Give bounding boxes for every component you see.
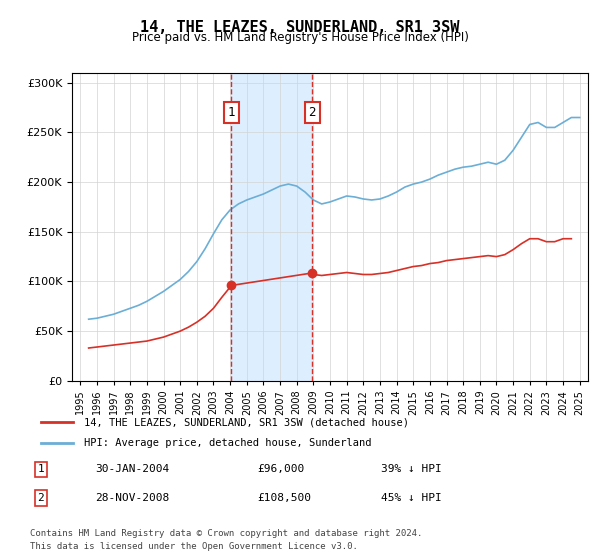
Text: 14, THE LEAZES, SUNDERLAND, SR1 3SW (detached house): 14, THE LEAZES, SUNDERLAND, SR1 3SW (det…	[84, 417, 409, 427]
Text: 1: 1	[37, 464, 44, 474]
Text: 14, THE LEAZES, SUNDERLAND, SR1 3SW: 14, THE LEAZES, SUNDERLAND, SR1 3SW	[140, 20, 460, 35]
Text: This data is licensed under the Open Government Licence v3.0.: This data is licensed under the Open Gov…	[30, 542, 358, 550]
Text: 28-NOV-2008: 28-NOV-2008	[95, 493, 169, 503]
Text: £96,000: £96,000	[257, 464, 304, 474]
Text: 2: 2	[37, 493, 44, 503]
Text: Contains HM Land Registry data © Crown copyright and database right 2024.: Contains HM Land Registry data © Crown c…	[30, 529, 422, 538]
Text: 2: 2	[308, 106, 316, 119]
Text: Price paid vs. HM Land Registry's House Price Index (HPI): Price paid vs. HM Land Registry's House …	[131, 31, 469, 44]
Text: 39% ↓ HPI: 39% ↓ HPI	[381, 464, 442, 474]
Text: 45% ↓ HPI: 45% ↓ HPI	[381, 493, 442, 503]
Text: £108,500: £108,500	[257, 493, 311, 503]
Text: 1: 1	[228, 106, 235, 119]
Text: 30-JAN-2004: 30-JAN-2004	[95, 464, 169, 474]
Bar	[232, 73, 312, 381]
Text: HPI: Average price, detached house, Sunderland: HPI: Average price, detached house, Sund…	[84, 438, 371, 448]
